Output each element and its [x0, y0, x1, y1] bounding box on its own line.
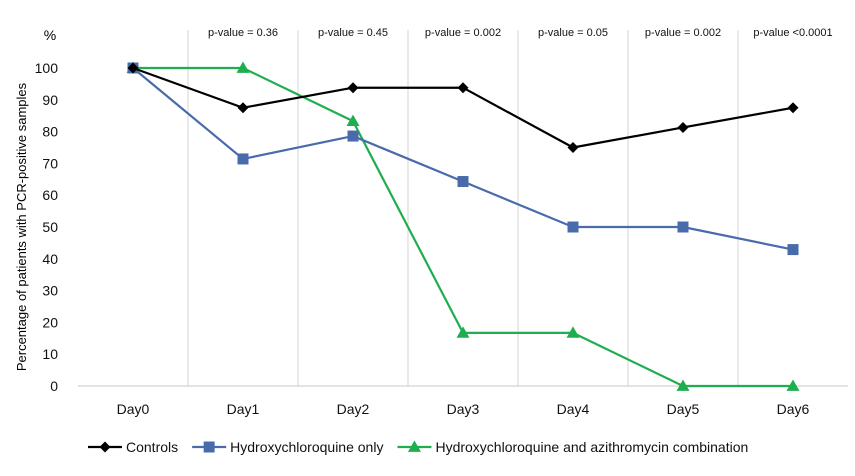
y-axis: % Percentage of patients with PCR-positi…	[14, 27, 58, 394]
triangle-marker	[566, 326, 580, 338]
y-tick-label: 90	[42, 92, 58, 108]
y-tick-label: 0	[50, 378, 58, 394]
triangle-marker	[236, 61, 250, 73]
square-marker	[677, 221, 689, 233]
y-axis-unit-label: %	[44, 27, 56, 43]
p-value-label: p-value = 0.002	[645, 27, 721, 39]
legend-label: Hydroxychloroquine and azithromycin comb…	[435, 439, 748, 455]
y-tick-label: 100	[35, 60, 59, 76]
diamond-marker	[99, 441, 111, 453]
p-value-annotations: p-value = 0.36 p-value = 0.45 p-value = 0.…	[208, 27, 833, 39]
triangle-marker	[407, 440, 421, 452]
legend-label: Controls	[126, 439, 178, 455]
y-tick-label: 10	[42, 346, 58, 362]
x-tick-label: Day2	[337, 401, 370, 417]
square-marker	[457, 176, 469, 188]
x-tick-label: Day0	[117, 401, 150, 417]
series-2	[126, 61, 800, 391]
y-tick-label: 80	[42, 124, 58, 140]
series-lines	[126, 61, 800, 391]
x-tick-label: Day6	[777, 401, 810, 417]
triangle-marker	[346, 114, 360, 126]
y-tick-label: 60	[42, 187, 58, 203]
y-tick-label: 30	[42, 283, 58, 299]
y-axis-title: Percentage of patients with PCR-positive…	[14, 82, 29, 371]
series-line	[132, 67, 794, 251]
square-marker	[237, 153, 249, 165]
y-tick-label: 40	[42, 251, 58, 267]
legend-item: Hydroxychloroquine only	[192, 439, 383, 455]
diamond-marker	[787, 102, 799, 114]
y-tick-label: 50	[42, 219, 58, 235]
triangle-marker	[676, 379, 690, 391]
legend-item: Controls	[88, 439, 178, 455]
p-value-label: p-value = 0.002	[425, 27, 501, 39]
x-tick-label: Day5	[667, 401, 700, 417]
square-marker	[203, 441, 215, 453]
x-axis-tick-labels: Day0 Day1 Day2 Day3 Day4 Day5 Day6	[117, 401, 810, 417]
square-marker	[347, 130, 359, 142]
diamond-marker	[567, 142, 579, 153]
x-tick-label: Day3	[447, 401, 480, 417]
p-value-label: p-value <0.0001	[753, 27, 832, 39]
series-line	[133, 66, 793, 388]
square-marker	[567, 221, 579, 233]
legend: Controls Hydroxychloroquine only Hydroxych…	[88, 439, 748, 455]
diamond-marker	[127, 62, 139, 74]
x-tick-label: Day4	[557, 401, 590, 417]
p-value-label: p-value = 0.36	[208, 27, 278, 39]
triangle-marker	[456, 326, 470, 338]
legend-label: Hydroxychloroquine only	[230, 439, 383, 455]
series-0	[127, 62, 799, 153]
square-marker	[787, 244, 799, 256]
diamond-marker	[457, 82, 469, 94]
y-tick-label: 70	[42, 155, 58, 171]
grid-lines	[78, 30, 848, 387]
series-line	[132, 66, 794, 149]
legend-item: Hydroxychloroquine and azithromycin comb…	[397, 439, 748, 455]
diamond-marker	[237, 102, 249, 114]
series-1	[127, 62, 799, 256]
triangle-marker	[786, 379, 800, 391]
x-tick-label: Day1	[227, 401, 260, 417]
p-value-label: p-value = 0.05	[538, 27, 608, 39]
p-value-label: p-value = 0.45	[318, 27, 388, 39]
diamond-marker	[677, 121, 689, 133]
y-tick-label: 20	[42, 314, 58, 330]
diamond-marker	[347, 82, 359, 94]
